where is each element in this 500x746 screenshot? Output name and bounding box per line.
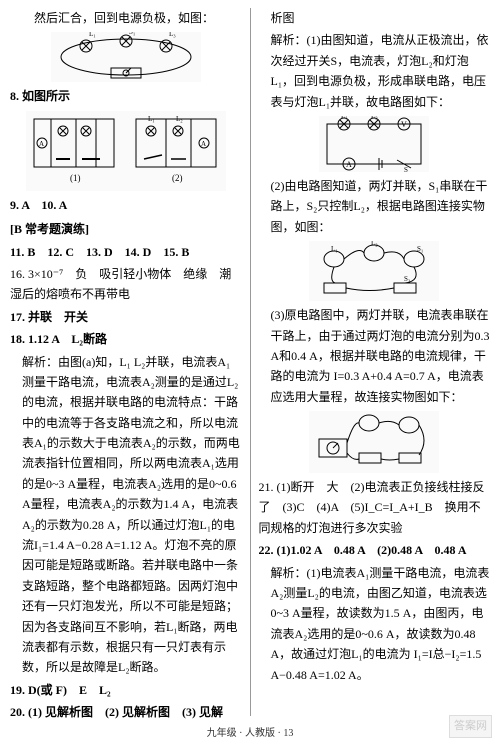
q20-head: 20. (1) 见解析图 (2) 见解析图 (3) 见解 [10, 702, 242, 722]
section-b-label: [B 常考题演练] [10, 219, 242, 239]
column-divider [250, 8, 251, 716]
svg-text:L₁: L₁ [341, 116, 348, 120]
q16: 16. 3×10⁻⁷ 负 吸引轻小物体 绝缘 潮湿后的熔喷布不再带电 [10, 264, 242, 305]
svg-text:L₁: L₁ [331, 245, 338, 253]
svg-text:L₂: L₂ [176, 115, 183, 123]
fig-q20c-physical [309, 411, 439, 473]
q18-body: 解析：由图(a)知，L₁ L₂并联，电流表A₁测量干路电流，电流表A₂测量的是通… [10, 352, 242, 678]
q20-body2: (2)由电路图知道，两灯并联，S₁串联在干路上，S₂只控制L₂，根据电路图连接实… [259, 176, 491, 237]
page-columns: 然后汇合，回到电源负极，如图： L₁ S₁ L₃ 8. 如图所示 A [0, 0, 500, 720]
svg-text:L₂: L₂ [371, 241, 378, 247]
q22-head: 22. (1)1.02 A 0.48 A (2)0.48 A 0.48 A [259, 540, 491, 560]
svg-text:S₁: S₁ [417, 245, 423, 253]
fig-q20a-circuit: V A L₁ L₂ S [319, 116, 429, 172]
right-column: 析图 解析：(1)由图知道，电流从正极流出，依次经过开关S，电流表，灯泡L₂和灯… [259, 8, 491, 716]
q18-head: 18. 1.12 A L₂断路 [10, 329, 242, 349]
q20-body1: 解析：(1)由图知道，电流从正极流出，依次经过开关S，电流表，灯泡L₂和灯泡L₁… [259, 30, 491, 112]
q20-body3: (3)原电路图中，两灯并联，电流表串联在干路上，由于通过两灯泡的电流分别为0.3… [259, 305, 491, 407]
svg-text:S₂: S₂ [404, 275, 411, 283]
svg-text:A: A [39, 140, 44, 148]
q19: 19. D(或 F) E L₂ [10, 680, 242, 700]
svg-text:(1): (1) [70, 173, 81, 183]
svg-text:A: A [201, 140, 206, 148]
q20-cont: 析图 [259, 8, 491, 28]
q7-tail: 然后汇合，回到电源负极，如图： [10, 8, 242, 28]
left-column: 然后汇合，回到电源负极，如图： L₁ S₁ L₃ 8. 如图所示 A [10, 8, 242, 716]
q11-15: 11. B 12. C 13. D 14. D 15. B [10, 242, 242, 262]
page-footer: 九年级 · 人教版 · 13 [0, 725, 500, 742]
q17: 17. 并联 开关 [10, 307, 242, 327]
svg-text:L₁: L₁ [148, 115, 155, 123]
q9-10: 9. A 10. A [10, 195, 242, 215]
q8-head: 8. 如图所示 [10, 86, 242, 106]
svg-text:S₁: S₁ [129, 32, 135, 36]
svg-text:L₂: L₂ [371, 116, 378, 120]
svg-text:S: S [404, 166, 408, 172]
fig-q7-circuit: L₁ S₁ L₃ [51, 32, 201, 82]
fig-q20b-physical: L₁ L₂ S₁ S₂ [309, 241, 439, 301]
svg-text:(2): (2) [172, 173, 183, 183]
svg-text:A: A [346, 160, 352, 169]
svg-text:L₃: L₃ [169, 32, 176, 38]
fig-q8-circuits: A (1) A (2) L₁ L₂ [26, 111, 226, 191]
svg-text:V: V [401, 120, 407, 129]
q22-body: 解析：(1)电流表A₁测量干路电流，电流表A₂测量L₂的电流，由图乙知道，电流表… [259, 563, 491, 685]
svg-text:L₁: L₁ [89, 32, 96, 38]
watermark: 答案网 [449, 715, 492, 738]
q21: 21. (1)断开 大 (2)电流表正负接线柱接反了 (3)C (4)A (5)… [259, 477, 491, 538]
